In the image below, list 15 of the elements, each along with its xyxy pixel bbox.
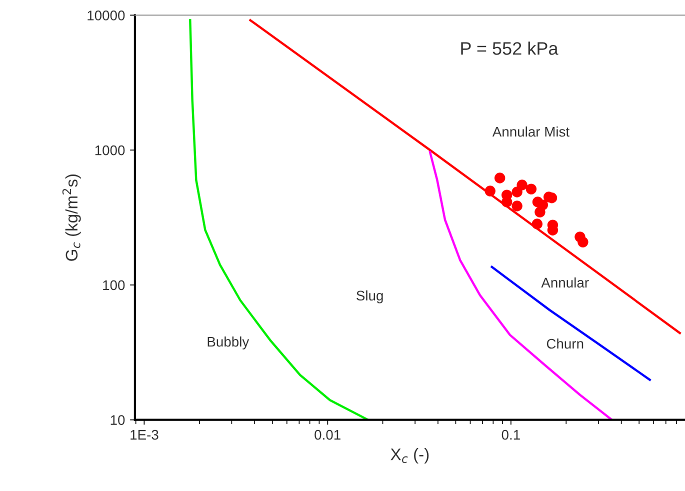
- y-tick-label: 1000: [95, 145, 125, 156]
- annotation: Bubbly: [208, 336, 250, 350]
- annotation: Slug: [356, 290, 383, 304]
- x-tick-label: 0.1: [502, 430, 520, 440]
- y-tick-label: 10000: [88, 10, 125, 20]
- annotation: Annular: [541, 277, 589, 288]
- x-tick-label: 0.01: [314, 430, 340, 440]
- annotation: P = 552 kPa: [461, 42, 558, 55]
- y-tick-label: 10: [110, 415, 125, 425]
- annotation: Churn: [546, 338, 584, 349]
- y-tick-label: 100: [103, 280, 125, 290]
- annotation: Annular Mist: [492, 126, 570, 137]
- x-axis-title: X$_{c}$ (-): [390, 448, 429, 464]
- x-tick-label: 1E-3: [130, 430, 158, 440]
- y-axis-title: G$_{c}$ (kg/m$^{2}$s): [62, 174, 81, 261]
